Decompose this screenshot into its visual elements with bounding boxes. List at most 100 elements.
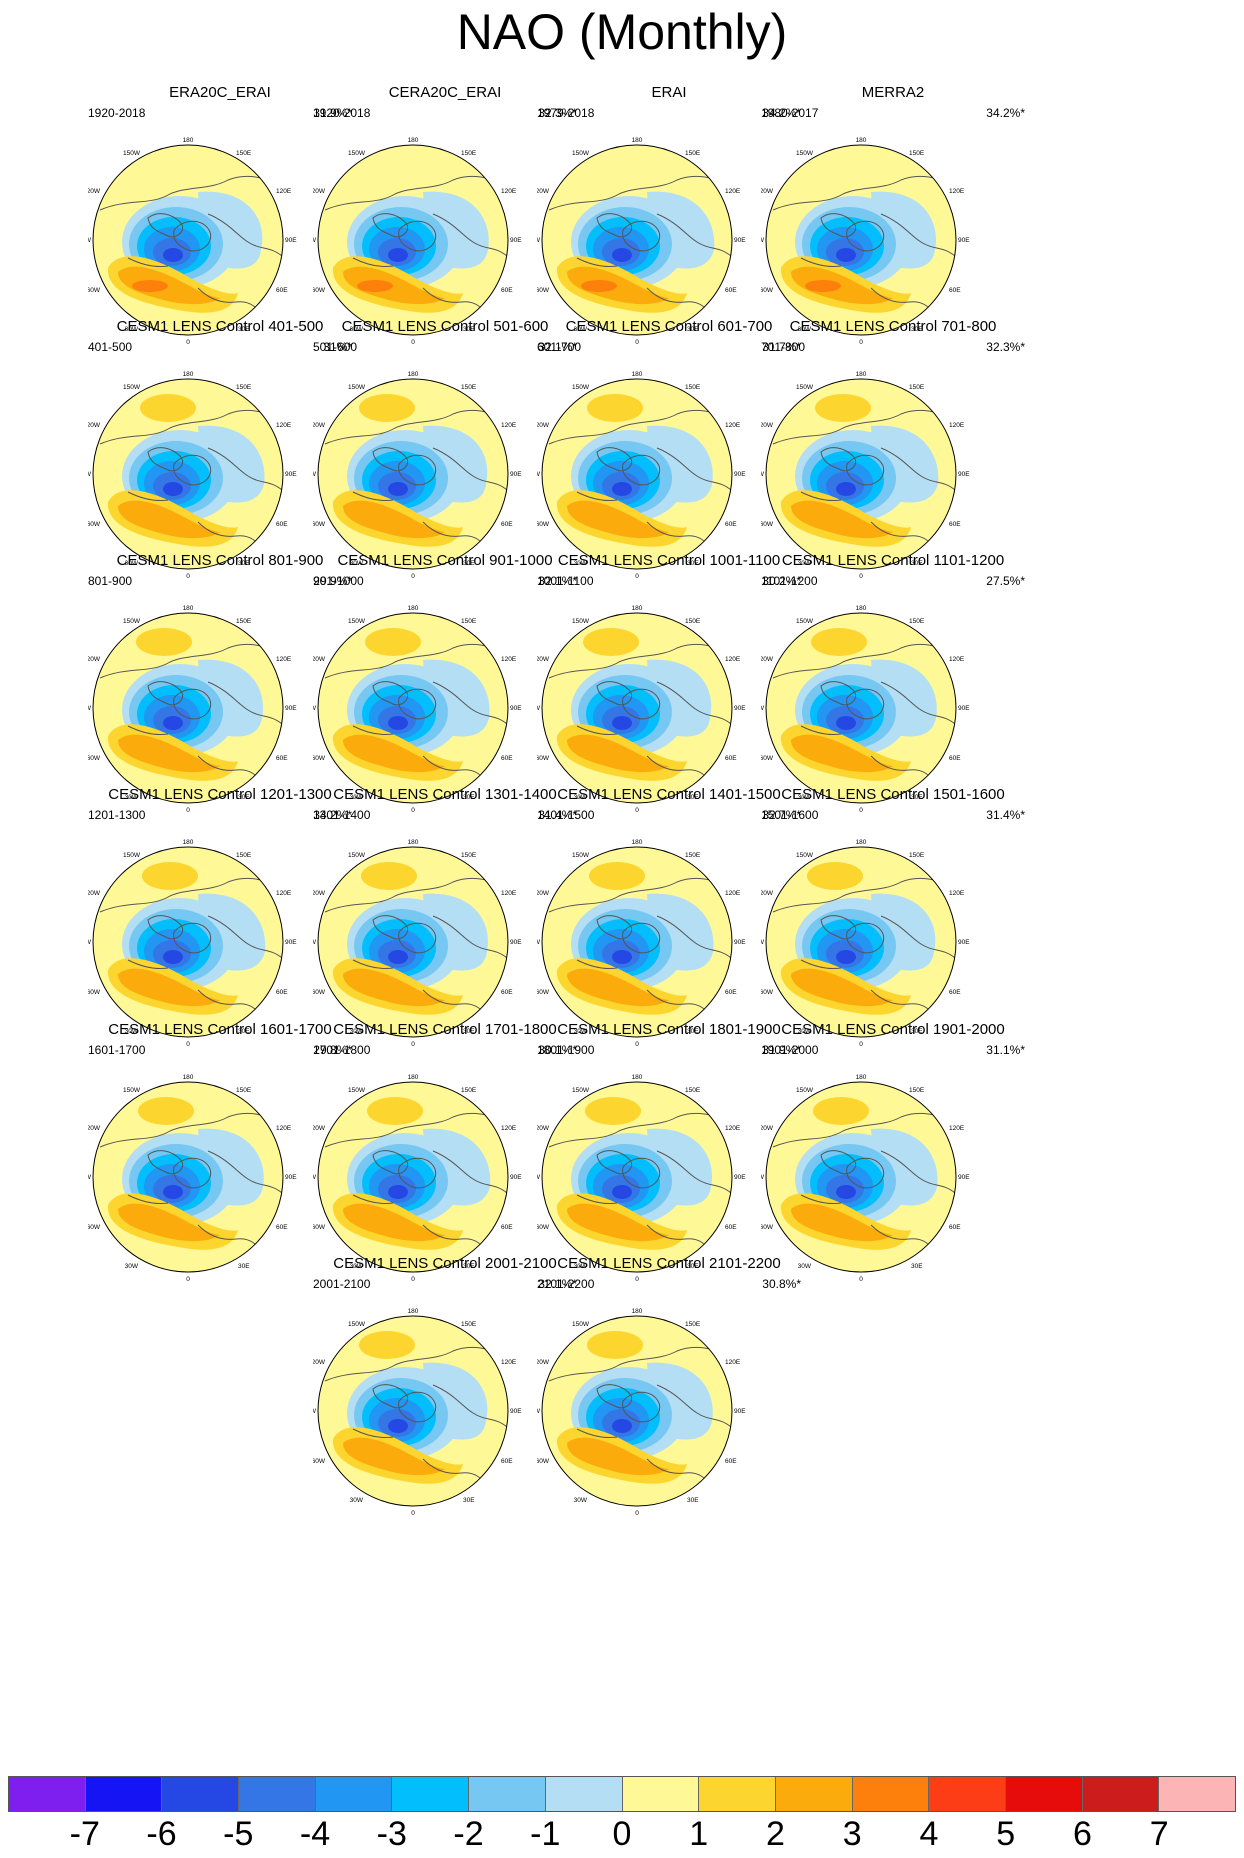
polar-map: 180 150W 150E 120W 120E 90W 90E 60W 60E 30W 30E 0	[88, 1074, 297, 1283]
longitude-label: 90E	[285, 471, 297, 478]
longitude-label: 60W	[537, 287, 550, 294]
colorbar-box	[469, 1777, 546, 1811]
map-border	[765, 144, 957, 336]
anomaly-field	[93, 145, 283, 335]
longitude-label: 90W	[313, 471, 317, 478]
longitude-label: 150W	[123, 1087, 141, 1094]
longitude-label: 120W	[88, 1125, 101, 1132]
anomaly-field	[766, 379, 956, 569]
colorbar-tick-label: 3	[842, 1815, 862, 1853]
anomaly-field	[542, 379, 732, 569]
longitude-label: 90E	[510, 1408, 522, 1415]
colorbar-tick-label: 5	[996, 1815, 1016, 1853]
anomaly-field	[318, 613, 508, 803]
polar-map: 180 150W 150E 120W 120E 90W 90E 60W 60E 30W 30E 0	[761, 1074, 970, 1283]
longitude-label: 180	[856, 371, 867, 378]
map-panel-14: CESM1 LENS Control 1301-1400 1301-1400 3…	[313, 786, 577, 1064]
panel-title: ERAI	[651, 84, 687, 101]
longitude-label: 120E	[949, 890, 965, 897]
longitude-label: 90W	[537, 471, 541, 478]
longitude-label: 0	[411, 1041, 415, 1048]
map-border	[541, 846, 733, 1038]
polar-map: 180 150W 150E 120W 120E 90W 90E 60W 60E 30W 30E 0	[313, 839, 522, 1048]
polar-map: 180 150W 150E 120W 120E 90W 90E 60W 60E 30W 30E 0	[88, 371, 297, 580]
colorbar-box	[9, 1777, 86, 1811]
longitude-label: 90W	[313, 939, 317, 946]
panel-title: CESM1 LENS Control 1801-1900	[557, 1021, 781, 1038]
longitude-label: 90E	[734, 705, 746, 712]
panel-variance-percent: 27.5%*	[986, 574, 1025, 588]
longitude-label: 120E	[949, 1125, 965, 1132]
colorbar-tick-label: -4	[299, 1815, 331, 1853]
longitude-label: 150E	[236, 852, 252, 859]
longitude-label: 150E	[461, 618, 477, 625]
panel-title: CESM1 LENS Control 2001-2100	[333, 1255, 557, 1272]
anomaly-field	[93, 1082, 283, 1272]
longitude-label: 90E	[958, 705, 970, 712]
colorbar-box	[775, 1777, 853, 1811]
longitude-label: 180	[632, 371, 643, 378]
longitude-label: 90W	[88, 471, 92, 478]
longitude-label: 180	[632, 1308, 643, 1315]
longitude-label: 120E	[501, 1125, 517, 1132]
longitude-label: 60E	[501, 521, 513, 528]
longitude-label: 60W	[761, 755, 774, 762]
longitude-label: 60W	[537, 1458, 550, 1465]
panel-title: CESM1 LENS Control 701-800	[789, 318, 997, 335]
longitude-label: 0	[186, 573, 190, 580]
longitude-label: 60E	[276, 1224, 288, 1231]
anomaly-field	[93, 847, 283, 1037]
longitude-label: 60W	[313, 989, 326, 996]
coastlines	[99, 643, 283, 787]
longitude-label: 120E	[501, 890, 517, 897]
longitude-label: 120E	[725, 656, 741, 663]
longitude-label: 150W	[348, 150, 366, 157]
panel-variance-percent: 34.2%*	[313, 808, 352, 822]
polar-map: 180 150W 150E 120W 120E 90W 90E 60W 60E 30W 30E 0	[761, 371, 970, 580]
longitude-label: 60W	[313, 755, 326, 762]
panel-title: CESM1 LENS Control 1201-1300	[108, 786, 332, 803]
colorbar-box	[315, 1777, 393, 1811]
longitude-label: 60W	[88, 755, 101, 762]
longitude-label: 150W	[348, 618, 366, 625]
colorbar-box	[1159, 1777, 1235, 1811]
longitude-label: 90E	[285, 237, 297, 244]
longitude-label: 30W	[798, 1263, 812, 1270]
longitude-label: 180	[183, 605, 194, 612]
longitude-label: 120W	[313, 656, 326, 663]
longitude-label: 120W	[761, 890, 774, 897]
map-border	[541, 144, 733, 336]
longitude-label: 30W	[798, 794, 812, 801]
map-border	[765, 378, 957, 570]
longitude-label: 150W	[572, 150, 590, 157]
map-border	[765, 1081, 957, 1273]
colorbar-tick-label: -7	[69, 1815, 100, 1853]
colorbar-box	[239, 1777, 316, 1811]
polar-map: 180 150W 150E 120W 120E 90W 90E 60W 60E 30W 30E 0	[761, 605, 970, 814]
longitude-label: 150W	[796, 852, 814, 859]
colorbar-tick-label: 6	[1073, 1815, 1092, 1853]
longitude-label: 30E	[911, 1028, 923, 1035]
longitude-label: 180	[408, 1308, 419, 1315]
longitude-label: 90E	[510, 1174, 522, 1181]
longitude-label: 120E	[725, 890, 741, 897]
longitude-label: 150E	[461, 852, 477, 859]
colorbar-box	[1082, 1777, 1160, 1811]
polar-map: 180 150W 150E 120W 120E 90W 90E 60W 60E 30W 30E 0	[313, 371, 522, 580]
longitude-label: 150W	[123, 384, 141, 391]
longitude-label: 150W	[572, 618, 590, 625]
longitude-label: 120W	[761, 656, 774, 663]
anomaly-field	[542, 145, 732, 335]
panel-variance-percent: 31.9%*	[313, 106, 352, 120]
longitude-label: 120E	[276, 656, 292, 663]
longitude-label: 150E	[461, 150, 477, 157]
longitude-label: 60E	[501, 989, 513, 996]
panel-period: 1701-1800	[313, 1043, 371, 1057]
longitude-label: 30W	[350, 1028, 364, 1035]
anomaly-field	[318, 145, 508, 335]
longitude-label: 150E	[909, 150, 925, 157]
map-panel-22: CESM1 LENS Control 2101-2200 2101-2200 3…	[537, 1255, 801, 1533]
longitude-label: 150W	[796, 1087, 814, 1094]
map-panel-19: CESM1 LENS Control 1801-1900 1801-1900 3…	[537, 1021, 801, 1299]
longitude-label: 90W	[88, 705, 92, 712]
